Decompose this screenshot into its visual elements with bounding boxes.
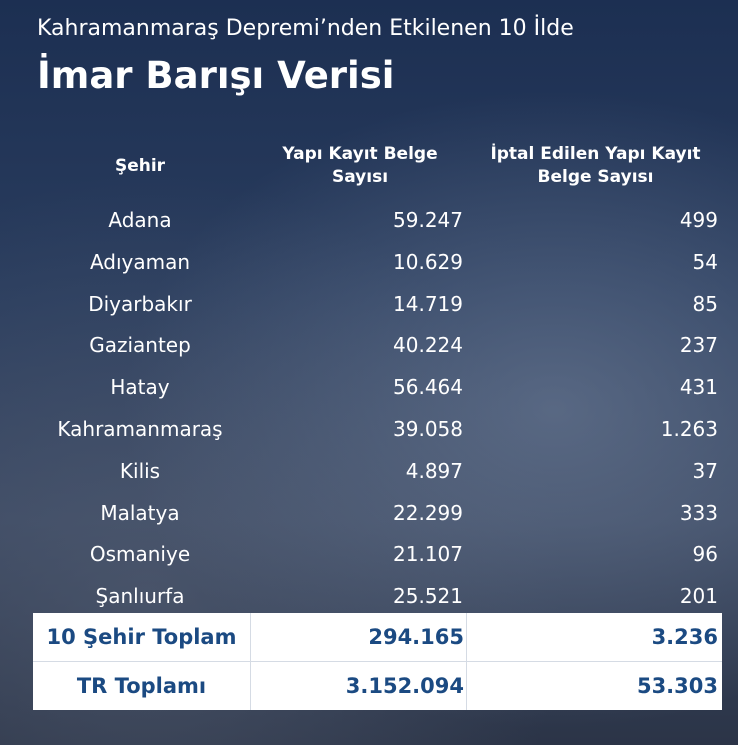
- registration-count: 39.058: [393, 417, 463, 441]
- cancelled-count: 201: [679, 584, 718, 609]
- cancelled-count: 37: [692, 458, 718, 483]
- cancelled-count: 333: [679, 500, 718, 525]
- divider: [33, 661, 722, 662]
- cancelled-count: 431: [679, 375, 718, 400]
- registration-count: 25.521: [393, 584, 463, 609]
- total-cancelled: 3.236: [651, 625, 718, 649]
- total-label: 10 Şehir Toplam: [46, 625, 237, 649]
- city-name: Adıyaman: [89, 249, 191, 274]
- registration-count: 59.247: [393, 208, 463, 232]
- cancelled-count: 96: [692, 542, 718, 567]
- cancelled-count: 1.263: [660, 417, 718, 441]
- registration-count: 21.107: [393, 542, 463, 567]
- registration-count: 4.897: [405, 458, 463, 483]
- title: İmar Barışı Verisi: [37, 54, 395, 97]
- city-name: Diyarbakır: [88, 291, 192, 316]
- totals-row: 10 Şehir Toplam 294.165 3.236: [33, 613, 722, 661]
- city-name: Adana: [108, 208, 172, 232]
- column-header: İptal Edilen Yapı Kayıt Belge Sayısı: [490, 144, 701, 187]
- registration-count: 40.224: [393, 333, 463, 358]
- column-header: Yapı Kayıt Belge Sayısı: [282, 144, 438, 187]
- total-cancelled: 53.303: [636, 674, 718, 698]
- column-header: Şehir: [114, 156, 166, 176]
- cancelled-count: 499: [679, 208, 718, 232]
- cancelled-count: 54: [692, 249, 718, 274]
- cancelled-count: 237: [679, 333, 718, 358]
- city-name: Kahramanmaraş: [57, 417, 223, 441]
- registration-count: 22.299: [393, 500, 463, 525]
- subtitle: Kahramanmaraş Depremi’nden Etkilenen 10 …: [37, 16, 574, 41]
- totals-row: TR Toplamı 3.152.094 53.303: [33, 662, 722, 710]
- city-name: Gaziantep: [89, 333, 191, 358]
- city-name: Kilis: [119, 458, 161, 483]
- total-registrations: 294.165: [368, 625, 464, 649]
- registration-count: 14.719: [393, 291, 463, 316]
- city-name: Şanlıurfa: [95, 584, 185, 609]
- total-registrations: 3.152.094: [345, 674, 464, 698]
- registration-count: 56.464: [393, 375, 463, 400]
- registration-count: 10.629: [393, 249, 463, 274]
- totals-table: 10 Şehir Toplam 294.165 3.236 TR Toplamı 3.1…: [33, 613, 722, 710]
- city-name: Malatya: [100, 500, 180, 525]
- total-label: TR Toplamı: [76, 674, 207, 698]
- city-name: Osmaniye: [89, 542, 191, 567]
- city-name: Hatay: [110, 375, 170, 400]
- cancelled-count: 85: [692, 291, 718, 316]
